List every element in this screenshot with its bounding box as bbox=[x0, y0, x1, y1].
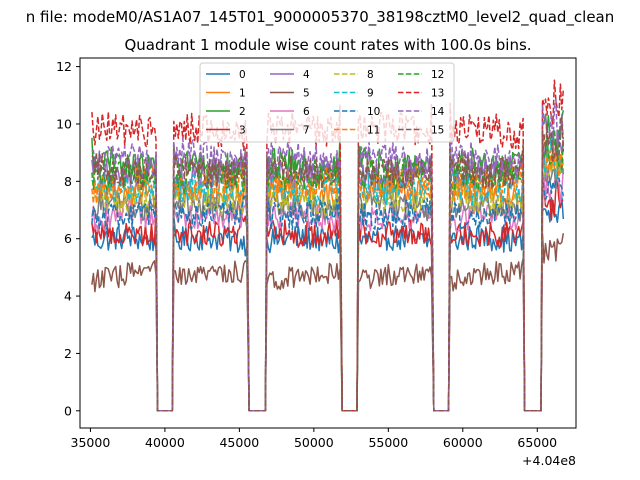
legend-label-2: 2 bbox=[239, 106, 246, 118]
legend-label-7: 7 bbox=[303, 125, 310, 137]
legend-label-5: 5 bbox=[303, 88, 310, 100]
y-tick-label: 10 bbox=[56, 116, 72, 131]
legend-label-9: 9 bbox=[367, 88, 374, 100]
legend-label-11: 11 bbox=[367, 125, 380, 137]
series-line-2 bbox=[91, 110, 565, 412]
legend-label-12: 12 bbox=[431, 69, 444, 81]
legend-label-8: 8 bbox=[367, 69, 374, 81]
legend-box bbox=[199, 62, 455, 143]
x-tick-label: 55000 bbox=[368, 435, 408, 450]
series-line-15 bbox=[91, 115, 565, 412]
x-tick-label: 50000 bbox=[294, 435, 334, 450]
series-layer bbox=[91, 79, 565, 412]
x-tick-label: 40000 bbox=[145, 435, 185, 450]
legend-label-6: 6 bbox=[303, 106, 310, 118]
y-tick-label: 12 bbox=[56, 59, 72, 74]
series-line-12 bbox=[91, 128, 565, 412]
y-axis: 0 2 4 6 8 10 12 bbox=[56, 59, 80, 418]
legend-label-1: 1 bbox=[239, 88, 246, 100]
y-tick-label: 6 bbox=[64, 231, 72, 246]
x-tick-label: 35000 bbox=[71, 435, 111, 450]
y-tick-label: 8 bbox=[64, 174, 72, 189]
legend-label-14: 14 bbox=[431, 106, 445, 118]
x-tick-label: 65000 bbox=[517, 435, 557, 450]
x-tick-label: 60000 bbox=[443, 435, 483, 450]
x-tick-label: 45000 bbox=[219, 435, 259, 450]
series-line-14 bbox=[91, 98, 565, 412]
chart-title: Quadrant 1 module wise count rates with … bbox=[124, 36, 531, 54]
y-tick-label: 4 bbox=[64, 289, 72, 304]
legend-label-15: 15 bbox=[431, 125, 444, 137]
legend-label-4: 4 bbox=[303, 69, 310, 81]
legend-label-0: 0 bbox=[239, 69, 246, 81]
series-line-8 bbox=[91, 157, 565, 412]
legend-label-13: 13 bbox=[431, 88, 444, 100]
x-offset-label: +4.04e8 bbox=[522, 453, 576, 468]
series-line-5 bbox=[91, 233, 565, 412]
legend-label-3: 3 bbox=[239, 125, 246, 137]
y-tick-label: 2 bbox=[64, 346, 72, 361]
axes-frame bbox=[79, 57, 577, 429]
x-axis: 35000 40000 45000 50000 55000 60000 65000 bbox=[71, 428, 557, 450]
figure-suptitle: n file: modeM0/AS1A07_145T01_9000005370_… bbox=[26, 8, 615, 27]
legend-label-10: 10 bbox=[367, 106, 380, 118]
series-line-10 bbox=[91, 173, 565, 412]
y-tick-label: 0 bbox=[64, 403, 72, 418]
